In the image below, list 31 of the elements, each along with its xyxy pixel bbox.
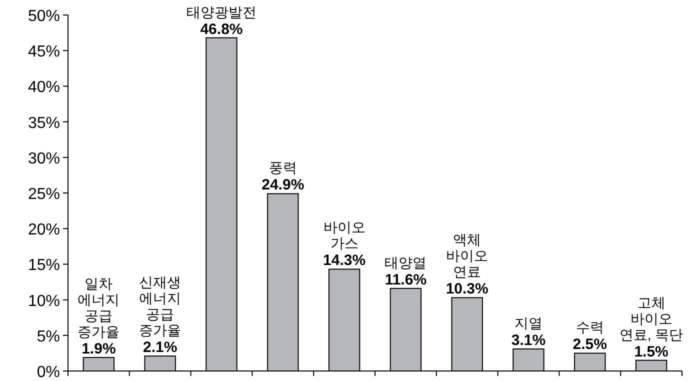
- x-tick-label: 일차 에너지 공급 증가율: [78, 275, 120, 340]
- data-label: 24.9%: [262, 176, 304, 194]
- data-label: 10.3%: [446, 280, 488, 298]
- data-label: 3.1%: [511, 332, 546, 349]
- x-tick-label: 태양광발전: [186, 4, 256, 20]
- y-tick-label: 0%: [36, 364, 60, 381]
- x-tick-label: 지열: [514, 314, 542, 331]
- x-tick-label: 고체 바이오 연료, 목단: [619, 294, 684, 342]
- y-tick-label: 50%: [28, 8, 60, 25]
- data-label: 1.5%: [634, 343, 668, 360]
- x-tick-label: 바이오 가스: [323, 219, 366, 252]
- y-tick-label: 25%: [28, 186, 60, 203]
- data-label: 11.6%: [384, 271, 427, 288]
- x-tick-label: 풍력: [268, 160, 297, 176]
- x-tick-label: 액체 바이오 연료: [446, 232, 488, 280]
- data-label: 2.5%: [572, 336, 607, 354]
- x-tick-label: 수력: [576, 319, 604, 336]
- y-tick-label: 35%: [28, 114, 60, 132]
- data-label: 14.3%: [323, 252, 366, 270]
- y-tick-label: 5%: [36, 328, 60, 346]
- data-label: 2.1%: [143, 339, 178, 356]
- y-tick-label: 10%: [28, 292, 60, 310]
- data-label: 46.8%: [200, 20, 243, 38]
- y-tick-label: 40%: [28, 79, 60, 96]
- y-tick-label: 20%: [28, 222, 60, 239]
- x-tick-label: 태양열: [384, 254, 427, 270]
- data-label: 1.9%: [82, 340, 116, 358]
- y-tick-label: 15%: [28, 257, 60, 274]
- y-tick-label: 30%: [28, 150, 60, 168]
- x-tick-label: 신재생 에너지 공급 증가율: [139, 274, 182, 338]
- y-tick-label: 45%: [28, 44, 60, 61]
